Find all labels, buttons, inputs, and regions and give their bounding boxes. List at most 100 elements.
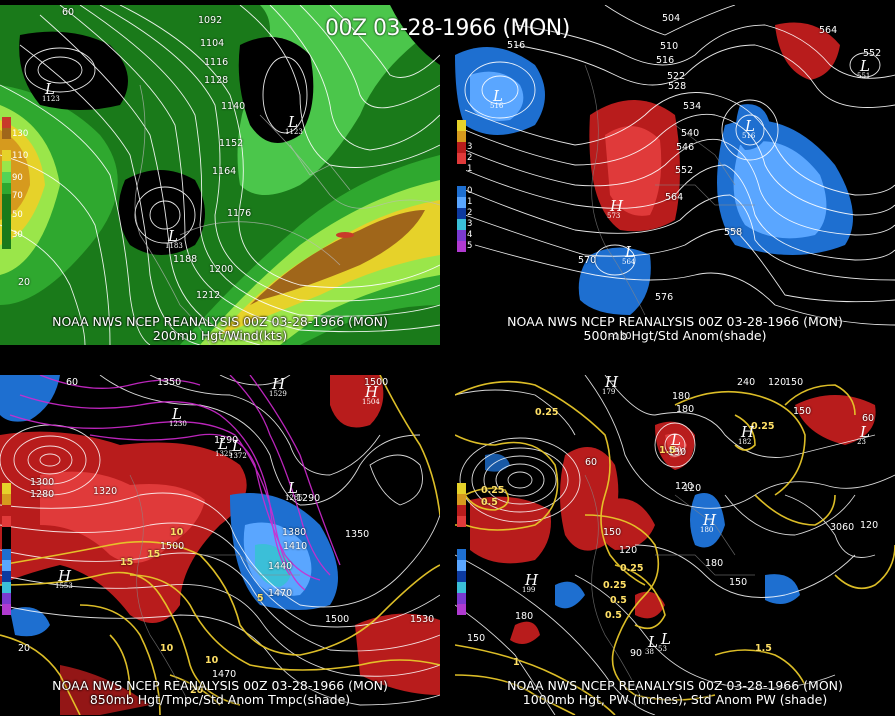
contour-label: 534 xyxy=(683,101,702,112)
lat-label: 60 xyxy=(66,377,79,388)
contour-label: 3060 xyxy=(830,522,855,533)
contour-label: 1300 xyxy=(30,477,55,488)
pw-label: 0.25 xyxy=(620,563,644,574)
cbar-label: 3 xyxy=(467,142,473,152)
cbar-label: 30 xyxy=(12,230,23,240)
contour-label: 510 xyxy=(660,41,679,52)
low-center: L 516 xyxy=(490,87,504,110)
map-200mb xyxy=(0,5,440,345)
colorbar-500mb xyxy=(457,120,466,252)
panel-850mb: 60 20 1350 1320 1280 1300 1290 1380 1410… xyxy=(0,375,440,715)
high-center: H 1504 xyxy=(362,383,380,406)
contour-label: 516 xyxy=(507,40,526,51)
cbar-label: 70 xyxy=(12,191,23,201)
contour-label: 1092 xyxy=(198,15,223,26)
contour-label: 558 xyxy=(724,227,743,238)
contour-label: 516 xyxy=(656,55,675,66)
contour-label: 1152 xyxy=(219,138,244,149)
cbar-label: 4 xyxy=(467,230,473,240)
contour-label: 576 xyxy=(655,292,674,303)
high-center: H 1553 xyxy=(55,567,73,590)
contour-label: 1500 xyxy=(364,377,389,388)
pw-label: 1.5 xyxy=(755,643,772,654)
low-center: L 516 xyxy=(742,117,756,140)
contour-label: 1350 xyxy=(157,377,182,388)
cbar-label: 130 xyxy=(12,129,29,139)
caption-line2: 1000mb Hgt, PW (inches), Std Anom PW (sh… xyxy=(522,692,828,707)
contour-label: 1440 xyxy=(268,561,293,572)
contour-label: 1290 xyxy=(296,493,321,504)
contour-label: 528 xyxy=(668,81,687,92)
contour-label: 130 xyxy=(668,447,687,458)
temp-label: 10 xyxy=(170,527,184,538)
contour-label: 120 xyxy=(683,483,702,494)
caption-line1: NOAA NWS NCEP REANALYSIS 00Z 03-28-1966 … xyxy=(52,678,388,693)
pw-label: 1.5 xyxy=(659,445,676,456)
contour-label: 1530 xyxy=(410,614,435,625)
main-title: 00Z 03-28-1966 (MON) xyxy=(325,16,570,41)
contour-label: 1188 xyxy=(173,254,198,265)
lat-label: 20 xyxy=(18,643,31,654)
contour-label: 1500 xyxy=(160,541,185,552)
contour-label: 546 xyxy=(676,142,695,153)
pw-label: 0.25 xyxy=(535,407,559,418)
lat-label: 20 xyxy=(18,277,31,288)
caption-line1: NOAA NWS NCEP REANALYSIS 00Z 03-28-1966 … xyxy=(507,678,843,693)
pw-label: 0.5 xyxy=(610,595,627,606)
high-center: H 180 xyxy=(700,511,717,534)
contour-label: 1320 xyxy=(93,486,118,497)
contour-label: 552 xyxy=(675,165,694,176)
cbar-label: 3 xyxy=(467,219,473,229)
contour-label: 150 xyxy=(467,633,486,644)
cbar-label: 5 xyxy=(467,241,473,251)
high-center: H 1529 xyxy=(269,375,287,398)
contour-label: 1176 xyxy=(227,208,252,219)
cbar-label: 90 xyxy=(12,173,23,183)
contour-label: 1380 xyxy=(282,527,307,538)
contour-label: 564 xyxy=(819,25,838,36)
lon-label: -130 xyxy=(610,331,632,342)
cbar-label: 2 xyxy=(467,153,473,163)
caption-line1: NOAA NWS NCEP REANALYSIS 00Z 03-28-1966 … xyxy=(52,314,388,329)
contour-label: 60 xyxy=(585,457,598,468)
contour-label: 1280 xyxy=(30,489,55,500)
contour-label: 1116 xyxy=(204,57,229,68)
contour-label: 1470 xyxy=(268,588,293,599)
contour-label: 120 xyxy=(619,545,638,556)
colorbar-200mb xyxy=(2,117,11,249)
contour-label: 540 xyxy=(681,128,700,139)
low-center: L 130 xyxy=(668,431,682,454)
contour-label: 150 xyxy=(793,406,812,417)
pw-label: 0.5 xyxy=(481,497,498,508)
contour-label: 1290 xyxy=(214,435,239,446)
contour-label: 1410 xyxy=(283,541,308,552)
temp-label: 20 xyxy=(190,685,204,696)
contour-label: 1128 xyxy=(204,75,229,86)
high-center: H 199 xyxy=(522,571,539,594)
contour-label: 552 xyxy=(863,48,882,59)
panel-500mb: 3 2 1 0 1 2 3 4 5 504 510 516 522 528 53… xyxy=(455,5,895,345)
contour-label: 180 xyxy=(676,404,695,415)
contour-label: 1500 xyxy=(325,614,350,625)
low-center: L 1123 xyxy=(42,80,60,103)
low-center: L 551 xyxy=(857,57,871,80)
caption-line2: 850mb Hgt/Tmpc/Std Anom Tmpc(shade) xyxy=(89,692,351,707)
contour-label: 60 xyxy=(862,413,875,424)
temp-label: 15 xyxy=(120,557,134,568)
contour-label: 120 xyxy=(768,377,787,388)
map-850mb xyxy=(0,375,440,715)
pw-label: 1 xyxy=(513,657,520,668)
low-center: L 1230 xyxy=(169,405,187,428)
contour-label: 150 xyxy=(603,527,622,538)
contour-label: 180 xyxy=(705,558,724,569)
cbar-label: 1 xyxy=(467,197,473,207)
low-center: L 23 xyxy=(857,423,870,446)
contour-label: 90 xyxy=(630,648,643,659)
pw-label: 0.25 xyxy=(603,580,627,591)
pw-label: 0.5 xyxy=(605,610,622,621)
temp-label: 10 xyxy=(160,643,174,654)
map-500mb xyxy=(455,5,895,345)
contour-label: 570 xyxy=(578,255,597,266)
low-center: L 53 xyxy=(658,630,671,653)
contour-label: 1350 xyxy=(345,529,370,540)
